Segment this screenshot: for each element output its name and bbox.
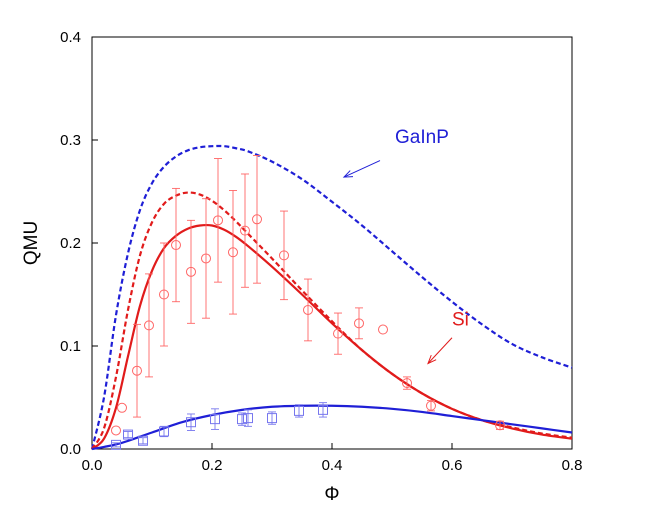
gainp-data-point <box>186 417 196 428</box>
si-data-point <box>144 320 154 331</box>
si-dashed-curve <box>91 191 573 450</box>
si-data-point <box>240 225 250 236</box>
x-axis-title: Φ <box>324 484 339 505</box>
axis-ticks: 0.0 0.2 0.4 0.6 0.8 0.0 0.1 0.2 0.3 0.4 <box>60 29 582 474</box>
y-axis-title: QMU <box>21 221 42 265</box>
si-data-point <box>279 250 289 261</box>
si-annotation-label: Si <box>452 309 469 330</box>
si-data-point <box>228 247 238 258</box>
gainp-annotation-arrowhead <box>342 170 354 178</box>
si-data-point <box>303 304 313 315</box>
si-data-point <box>333 328 343 339</box>
gainp-data-point <box>318 404 328 415</box>
si-data-point <box>213 215 223 226</box>
gainp-solid-curve <box>91 404 573 451</box>
si-data-point <box>111 425 121 436</box>
gainp-annotation-label: GaInP <box>395 127 449 148</box>
si-data-point <box>354 318 364 329</box>
y-tick-label: 0.0 <box>60 441 81 458</box>
x-tick-label: 0.0 <box>82 457 103 474</box>
gainp-data-point <box>294 405 304 416</box>
x-tick-label: 0.6 <box>442 457 463 474</box>
gainp-dashed-curve <box>90 144 573 450</box>
si-data-point <box>186 266 196 277</box>
y-tick-label: 0.4 <box>60 29 81 46</box>
si-data-point <box>252 214 262 225</box>
x-tick-label: 0.8 <box>562 457 583 474</box>
series-layer <box>90 144 573 451</box>
gainp-data-point <box>237 414 247 425</box>
si-data-point <box>171 240 181 251</box>
annotation-layer: GaInP Si <box>342 127 469 365</box>
si-data-point <box>117 402 127 413</box>
gainp-data-point <box>111 439 121 450</box>
gainp-data-point <box>267 413 277 424</box>
gainp-data-point <box>138 435 148 446</box>
si-data-point <box>426 400 436 411</box>
si-annotation-arrow <box>427 337 453 364</box>
si-data-point <box>378 324 388 335</box>
gainp-data-point <box>210 414 220 425</box>
si-data-point <box>495 420 505 431</box>
si-annotation-arrowhead <box>427 354 437 365</box>
si-solid-curve <box>91 223 573 450</box>
gainp-annotation-arrow <box>343 160 381 178</box>
si-data-point <box>132 365 142 376</box>
y-tick-label: 0.2 <box>60 235 81 252</box>
gainp-data-point <box>123 429 133 440</box>
y-tick-label: 0.1 <box>60 338 81 355</box>
si-data-point <box>402 378 412 389</box>
si-data-point <box>201 253 211 264</box>
x-tick-label: 0.4 <box>322 457 343 474</box>
si-data-point <box>159 289 169 300</box>
gainp-data-point <box>159 426 169 437</box>
gainp-data-point <box>243 413 253 424</box>
x-tick-label: 0.2 <box>202 457 223 474</box>
y-tick-label: 0.3 <box>60 132 81 149</box>
marker-layer <box>111 154 505 450</box>
